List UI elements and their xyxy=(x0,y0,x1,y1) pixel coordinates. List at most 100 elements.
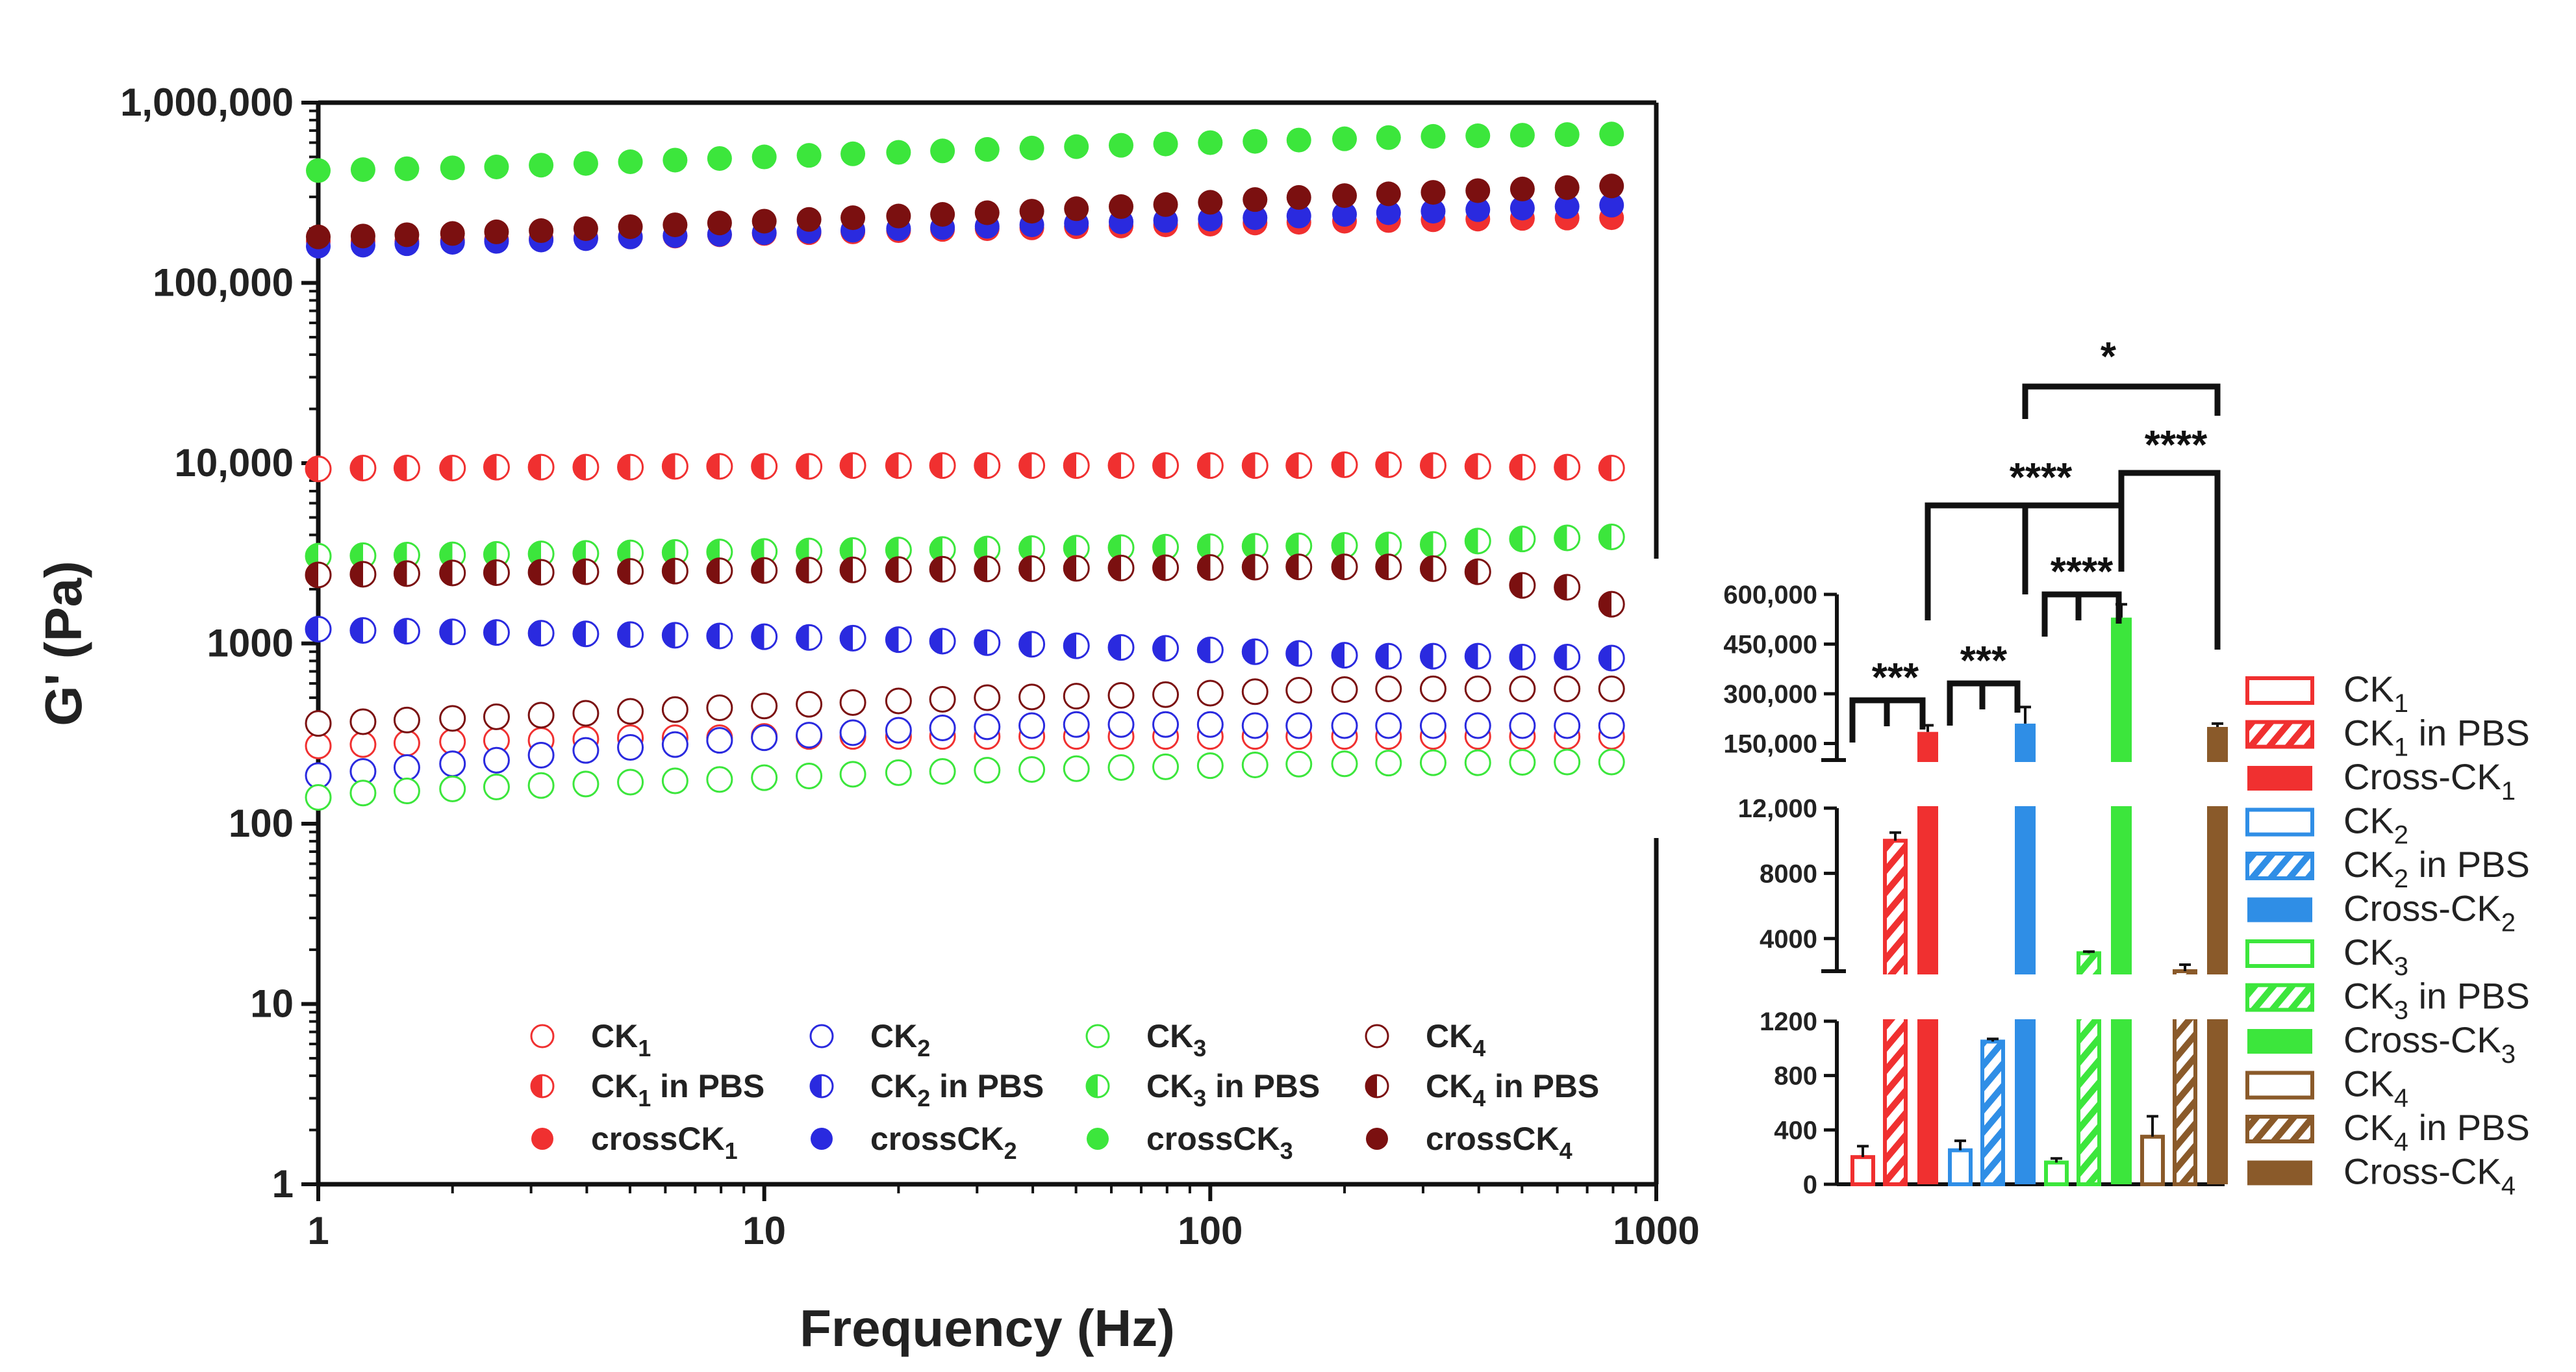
x-tick-label: 100 xyxy=(1178,1209,1243,1252)
data-point xyxy=(393,778,420,805)
bar-legend-label-base: CK xyxy=(2343,1063,2394,1104)
data-point xyxy=(1464,749,1491,776)
data-point xyxy=(1421,180,1446,205)
data-point xyxy=(1554,712,1581,739)
data-point xyxy=(572,737,600,764)
significance-label: **** xyxy=(2145,423,2208,468)
series-crossck3 xyxy=(306,121,1624,183)
bar-legend-swatch xyxy=(2245,983,2314,1012)
data-point xyxy=(1241,712,1269,739)
legend-label: crossCK4 xyxy=(1426,1121,1572,1164)
data-point xyxy=(839,452,866,479)
data-point xyxy=(393,560,420,587)
bar-legend-label-sub: 1 xyxy=(2394,733,2408,762)
data-point xyxy=(1464,527,1491,555)
legend-label-base: CK xyxy=(1426,1068,1472,1104)
data-point xyxy=(350,223,375,249)
data-point xyxy=(1152,681,1180,708)
bar-y-tick-label: 450,000 xyxy=(1723,631,1817,659)
data-point xyxy=(483,453,510,481)
legend-label-sub: 1 xyxy=(638,1035,651,1061)
series-ck3 xyxy=(305,748,1625,811)
data-point xyxy=(349,561,377,588)
y-tick-label: 100,000 xyxy=(153,261,294,305)
legend-marker xyxy=(1365,1024,1389,1048)
data-point xyxy=(1331,750,1358,778)
significance-bracket xyxy=(2022,383,2221,419)
bar-legend-swatch xyxy=(2245,852,2314,880)
bar-legend-label-sub: 4 xyxy=(2501,1172,2516,1200)
data-point xyxy=(1598,591,1625,618)
data-point xyxy=(751,623,778,650)
data-point xyxy=(1018,683,1046,711)
data-point xyxy=(1598,675,1625,702)
legend-label-base: CK xyxy=(591,1018,638,1054)
data-point xyxy=(1152,753,1180,780)
significance-label: **** xyxy=(2010,455,2073,500)
series-crossck4 xyxy=(306,173,1624,249)
data-point xyxy=(839,719,866,746)
legend-label: CK1 in PBS xyxy=(591,1068,764,1112)
data-point xyxy=(393,730,420,757)
significance-brackets: *** **************** xyxy=(1849,335,2221,743)
legend-label-sub: 2 xyxy=(1004,1137,1017,1164)
data-point xyxy=(974,684,1001,711)
data-point xyxy=(349,731,377,758)
legend-label: CK1 xyxy=(591,1018,651,1061)
legend-label-base: CK xyxy=(870,1068,917,1104)
data-point xyxy=(1375,451,1402,478)
legend-label: crossCK3 xyxy=(1146,1121,1293,1164)
significance-bracket xyxy=(1925,502,2125,620)
data-point xyxy=(484,154,509,179)
bar-legend-label-base: Cross-CK xyxy=(2343,1019,2501,1060)
bar-legend-swatch xyxy=(2247,1029,2312,1054)
data-point xyxy=(1376,181,1401,207)
data-point xyxy=(1509,749,1536,776)
data-point xyxy=(1375,642,1402,670)
data-point xyxy=(706,694,733,721)
legend-label-sub: 1 xyxy=(725,1137,738,1164)
legend-label-tail: in PBS xyxy=(651,1068,764,1104)
data-point xyxy=(572,620,600,648)
data-point xyxy=(1107,754,1135,781)
bar-legend-label-base: CK xyxy=(2343,800,2394,841)
data-point xyxy=(527,559,555,586)
data-point xyxy=(349,617,377,644)
data-point xyxy=(1419,712,1446,739)
legend-marker xyxy=(1366,1128,1388,1150)
data-point xyxy=(573,216,598,241)
bar-legend-label: CK1 in PBS xyxy=(2343,713,2530,762)
legend-marker xyxy=(531,1128,553,1150)
data-point xyxy=(1554,122,1580,147)
data-point xyxy=(974,452,1001,479)
data-point xyxy=(394,156,420,181)
data-point xyxy=(974,200,1000,225)
data-point xyxy=(1018,555,1046,582)
data-point xyxy=(796,453,823,480)
legend-marker xyxy=(809,1024,834,1048)
data-point xyxy=(394,222,420,248)
data-point xyxy=(1375,712,1402,739)
legend-label-base: crossCK xyxy=(1146,1121,1280,1157)
data-point xyxy=(306,224,331,249)
significance-bracket xyxy=(2118,470,2221,650)
data-point xyxy=(706,557,733,585)
legend-label-sub: 4 xyxy=(1472,1035,1485,1061)
x-axis-title: Frequency (Hz) xyxy=(800,1299,1175,1357)
data-point xyxy=(1241,452,1269,479)
data-point xyxy=(529,218,554,244)
data-point xyxy=(1599,173,1624,199)
legend-label-base: CK xyxy=(1426,1018,1472,1054)
data-point xyxy=(1464,453,1491,480)
bar-y-tick-label: 150,000 xyxy=(1723,730,1817,759)
data-point xyxy=(1019,199,1044,224)
data-point xyxy=(1509,123,1535,148)
data-point xyxy=(661,731,688,758)
data-point xyxy=(1598,748,1625,776)
data-point xyxy=(439,775,466,802)
bar-legend-label-base: Cross-CK xyxy=(2343,756,2501,797)
data-point xyxy=(886,140,911,165)
legend-label-base: crossCK xyxy=(1426,1121,1559,1157)
y-tick-label: 1,000,000 xyxy=(120,81,294,124)
bar-legend-swatch xyxy=(2247,766,2312,791)
